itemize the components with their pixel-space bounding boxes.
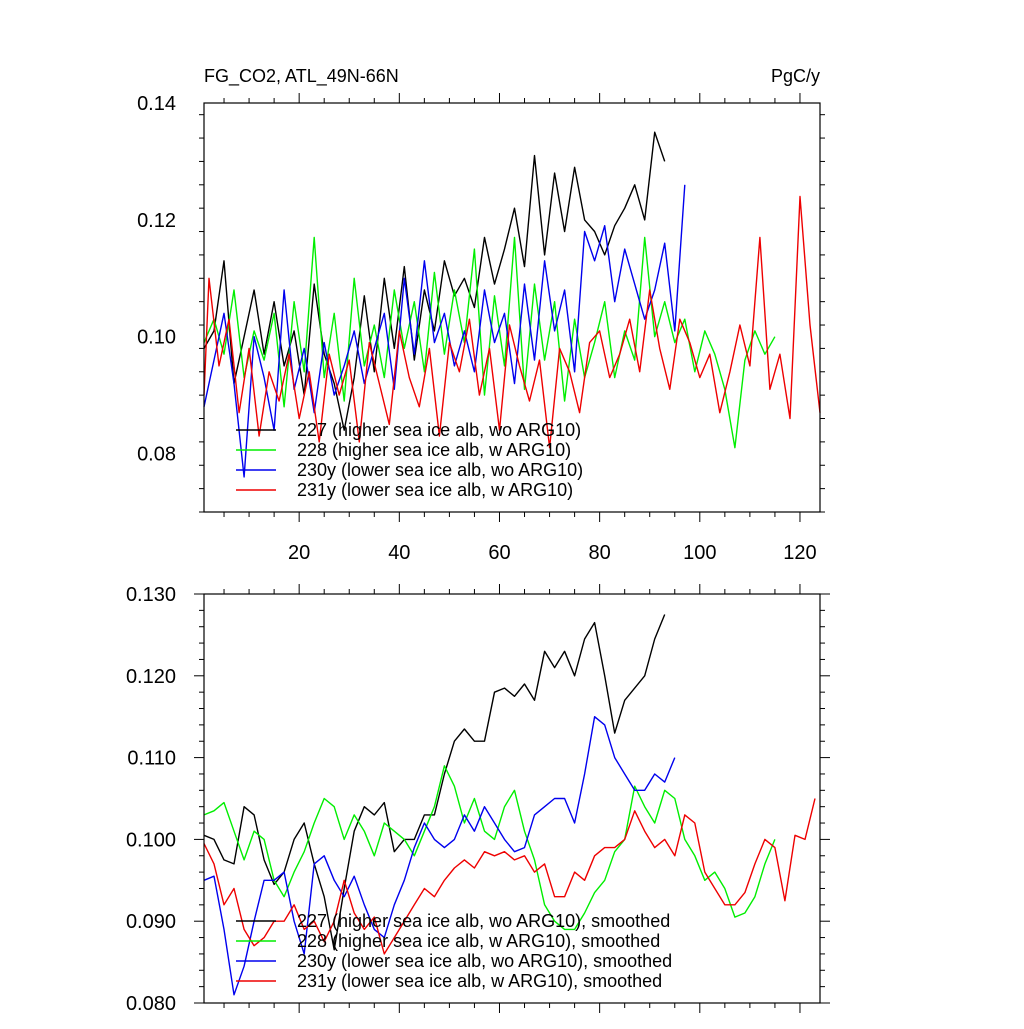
top-chart-title: FG_CO2, ATL_49N-66N bbox=[204, 66, 399, 87]
top-legend-label-0: 227 (higher sea ice alb, wo ARG10) bbox=[297, 420, 581, 440]
top-x-tick-label: 40 bbox=[388, 542, 410, 564]
top-series-line-2 bbox=[203, 184, 686, 478]
top-series-line-1 bbox=[203, 236, 776, 449]
bottom-y-tick-label: 0.090 bbox=[126, 911, 176, 933]
bottom-legend-label-3: 231y (lower sea ice alb, w ARG10), smoot… bbox=[297, 971, 662, 991]
top-x-tick-label: 120 bbox=[783, 542, 816, 564]
bottom-series-line-0 bbox=[203, 614, 666, 951]
top-chart-units: PgC/y bbox=[771, 66, 820, 86]
bottom-legend-label-1: 228 (higher sea ice alb, w ARG10), smoot… bbox=[297, 931, 660, 951]
top-plot-frame bbox=[203, 102, 821, 513]
top-legend-label-2: 230y (lower sea ice alb, wo ARG10) bbox=[297, 460, 583, 480]
bottom-series-line-2 bbox=[203, 716, 676, 996]
top-legend-label-3: 231y (lower sea ice alb, w ARG10) bbox=[297, 480, 573, 500]
top-x-tick-label: 80 bbox=[589, 542, 611, 564]
top-legend-label-1: 228 (higher sea ice alb, w ARG10) bbox=[297, 440, 571, 460]
bottom-legend-label-0: 227 (higher sea ice alb, wo ARG10), smoo… bbox=[297, 911, 670, 931]
top-panel: 227 (higher sea ice alb, wo ARG10)228 (h… bbox=[137, 93, 825, 564]
top-y-tick-label: 0.12 bbox=[137, 210, 176, 232]
top-y-tick-label: 0.10 bbox=[137, 327, 176, 349]
bottom-y-tick-label: 0.110 bbox=[127, 748, 176, 770]
bottom-y-tick-label: 0.100 bbox=[126, 829, 176, 851]
bottom-y-tick-label: 0.120 bbox=[126, 666, 176, 688]
bottom-panel: 227 (higher sea ice alb, wo ARG10), smoo… bbox=[126, 584, 830, 1015]
bottom-legend-label-2: 230y (lower sea ice alb, wo ARG10), smoo… bbox=[297, 951, 672, 971]
bottom-plot-frame bbox=[203, 593, 821, 1004]
bottom-y-tick-label: 0.130 bbox=[126, 584, 176, 606]
top-y-tick-label: 0.08 bbox=[137, 444, 176, 466]
top-x-tick-label: 100 bbox=[683, 542, 716, 564]
bottom-y-tick-label: 0.080 bbox=[126, 993, 176, 1015]
top-x-tick-label: 20 bbox=[288, 542, 310, 564]
top-x-tick-label: 60 bbox=[488, 542, 510, 564]
bottom-series-line-3 bbox=[203, 798, 816, 955]
top-series-line-3 bbox=[203, 195, 821, 449]
top-y-tick-label: 0.14 bbox=[137, 93, 176, 115]
bottom-series-line-1 bbox=[203, 765, 776, 931]
